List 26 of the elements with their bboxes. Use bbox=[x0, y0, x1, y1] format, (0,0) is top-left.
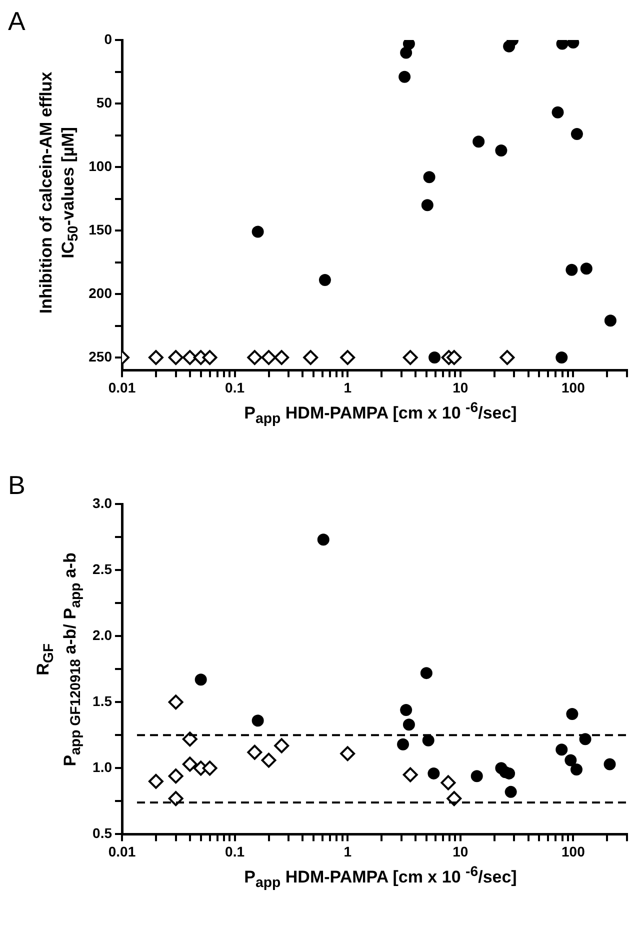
chart-title: B bbox=[8, 470, 26, 501]
x-axis-title: P$_{app}$ HDM-PAMPA [cm x 10 $^{-6}$/sec] bbox=[243, 864, 518, 892]
y-tick-label: 1.0 bbox=[92, 759, 112, 776]
chart-title: A bbox=[8, 6, 26, 37]
y-tick-label: 0.5 bbox=[92, 825, 112, 842]
x-tick-label: 0.1 bbox=[225, 379, 245, 396]
y-tick-label: 50 bbox=[96, 94, 112, 110]
x-tick-label: 100 bbox=[562, 843, 586, 860]
y-tick-label: 3.0 bbox=[92, 494, 112, 511]
y-tick-label: 2.5 bbox=[92, 560, 112, 577]
y-tick-label: 100 bbox=[88, 158, 112, 174]
y-tick-label: 200 bbox=[88, 284, 112, 301]
y-tick-label: 0 bbox=[104, 30, 112, 47]
y-tick-label: 150 bbox=[88, 221, 112, 238]
y-tick-label: 250 bbox=[88, 348, 112, 364]
x-tick-label: 100 bbox=[562, 379, 586, 396]
x-tick-label: 1 bbox=[344, 379, 352, 396]
x-tick-label: 0.01 bbox=[108, 379, 136, 396]
x-tick-label: 10 bbox=[452, 379, 468, 396]
x-tick-label: 10 bbox=[452, 843, 468, 860]
x-tick-label: 1 bbox=[344, 843, 352, 860]
y-tick-label: 1.5 bbox=[92, 692, 112, 709]
y-tick-label: 2.0 bbox=[92, 626, 112, 643]
x-tick-label: 0.01 bbox=[108, 843, 136, 860]
x-tick-label: 0.1 bbox=[225, 843, 245, 860]
x-axis-title: P$_{app}$ HDM-PAMPA [cm x 10 $^{-6}$/sec] bbox=[243, 400, 518, 428]
